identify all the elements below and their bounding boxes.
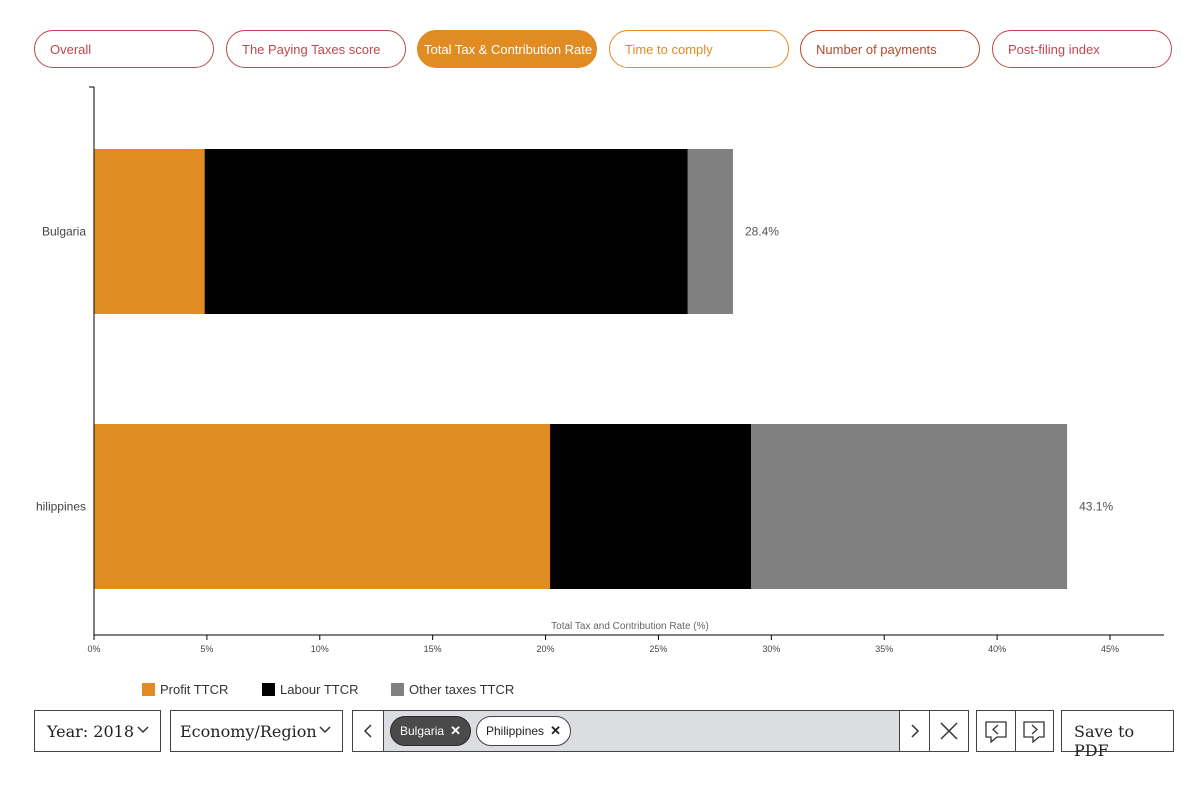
controls-bar: Year: 2018 Economy/Region Bulgaria ✕ Phi…: [0, 710, 1202, 760]
year-dropdown[interactable]: Year: 2018: [34, 710, 161, 752]
comment-next-icon: [1023, 721, 1045, 744]
legend-label-other: Other taxes TTCR: [409, 682, 515, 697]
chip-bulgaria-label: Bulgaria: [400, 724, 445, 738]
chevron-down-icon: [137, 726, 149, 734]
close-icon: [940, 722, 958, 740]
bars-layer: [94, 149, 1068, 589]
chip-philippines-label: Philippines: [486, 724, 545, 738]
x-tick-label: 35%: [875, 644, 893, 654]
bar-segment-hilippines-labour-ttcr: [550, 424, 752, 589]
x-tick-label: 5%: [200, 644, 213, 654]
comment-prev-icon: [985, 721, 1007, 744]
tab-post-filing-index[interactable]: Post-filing index: [992, 30, 1172, 68]
y-labels-layer: Bulgaria hilippines: [36, 225, 86, 514]
chip-philippines[interactable]: Philippines ✕: [476, 716, 572, 746]
legend-item-labour: Labour TTCR: [262, 682, 359, 697]
x-axis-label: Total Tax and Contribution Rate (%): [551, 621, 709, 632]
x-tick-label: 25%: [649, 644, 667, 654]
tab-number-of-payments[interactable]: Number of payments: [800, 30, 980, 68]
bar-segment-hilippines-other-taxes-ttcr: [751, 424, 1068, 589]
x-tick-label: 45%: [1101, 644, 1119, 654]
legend-item-profit: Profit TTCR: [142, 682, 228, 697]
year-dropdown-label: Year: 2018: [47, 722, 135, 741]
next-comment-button[interactable]: [1015, 710, 1054, 752]
x-tick-label: 10%: [311, 644, 329, 654]
tab-total-tax-contribution-rate[interactable]: Total Tax & Contribution Rate: [417, 30, 597, 68]
tab-time-to-comply[interactable]: Time to comply: [609, 30, 789, 68]
prev-comment-button[interactable]: [976, 710, 1016, 752]
legend-label-labour: Labour TTCR: [280, 682, 359, 697]
clear-selection-button[interactable]: [929, 710, 969, 752]
total-data-label: 43.1%: [1079, 500, 1113, 514]
chip-remove-icon[interactable]: ✕: [550, 723, 562, 738]
save-pdf-label: Save to PDF: [1074, 722, 1135, 760]
total-data-label: 28.4%: [745, 225, 779, 239]
y-tick-label: hilippines: [36, 500, 86, 514]
chevron-right-icon: [911, 724, 920, 738]
chevron-down-icon: [319, 726, 331, 734]
legend-swatch-labour: [262, 683, 275, 696]
chevron-left-icon: [363, 724, 372, 738]
legend-swatch-profit: [142, 683, 155, 696]
x-tick-label: 0%: [87, 644, 100, 654]
x-tick-label: 40%: [988, 644, 1006, 654]
x-tick-label: 15%: [424, 644, 442, 654]
totals-layer: 28.4% 43.1%: [745, 225, 1114, 514]
economy-dropdown[interactable]: Economy/Region: [170, 710, 343, 752]
scroll-right-button[interactable]: [899, 710, 930, 752]
bar-segment-hilippines-profit-ttcr: [94, 424, 551, 589]
ttcr-bar-chart: 0% 5% 10% 15% 20% 25% 30% 35% 40% 45% Bulgaria hil…: [36, 86, 1164, 654]
bar-segment-bulgaria-labour-ttcr: [204, 149, 688, 314]
scroll-left-button[interactable]: [352, 710, 384, 752]
indicator-tabs: Overall The Paying Taxes score Total Tax…: [34, 30, 1174, 70]
tab-paying-taxes-score[interactable]: The Paying Taxes score: [226, 30, 406, 68]
y-tick-label: Bulgaria: [42, 225, 86, 239]
economy-dropdown-label: Economy/Region: [180, 722, 317, 741]
save-pdf-button[interactable]: Save to PDF: [1061, 710, 1174, 760]
legend-swatch-other: [391, 683, 404, 696]
tab-overall[interactable]: Overall: [34, 30, 214, 68]
legend-label-profit: Profit TTCR: [160, 682, 229, 697]
chip-remove-icon[interactable]: ✕: [450, 723, 462, 738]
x-tick-label: 20%: [537, 644, 555, 654]
bar-segment-bulgaria-other-taxes-ttcr: [687, 149, 733, 314]
chip-bulgaria[interactable]: Bulgaria ✕: [390, 716, 472, 746]
legend-item-other: Other taxes TTCR: [391, 682, 514, 697]
x-ticks-layer: 0% 5% 10% 15% 20% 25% 30% 35% 40% 45%: [87, 635, 1119, 654]
selected-economies-strip: Bulgaria ✕ Philippines ✕: [383, 710, 900, 752]
bar-segment-bulgaria-profit-ttcr: [94, 149, 205, 314]
x-tick-label: 30%: [762, 644, 780, 654]
